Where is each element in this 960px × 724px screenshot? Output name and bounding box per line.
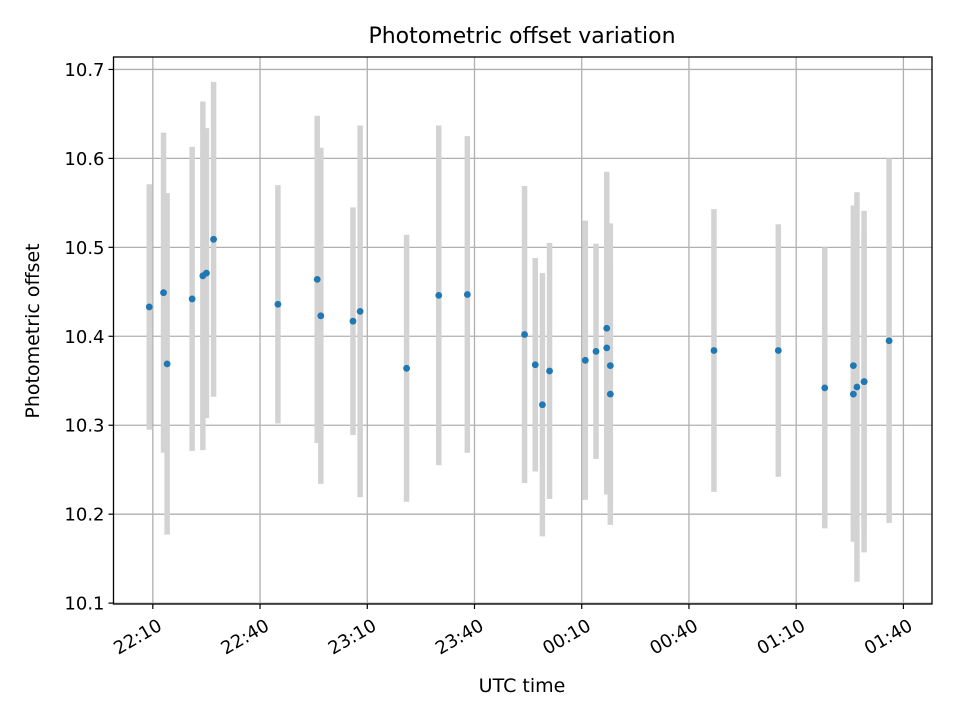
data-point bbox=[188, 295, 196, 303]
data-point bbox=[581, 356, 589, 364]
data-point bbox=[274, 300, 282, 308]
data-point bbox=[163, 360, 171, 368]
chart-title: Photometric offset variation bbox=[368, 24, 675, 49]
data-point bbox=[603, 344, 611, 352]
y-tick-label: 10.5 bbox=[64, 238, 104, 259]
data-point bbox=[606, 362, 614, 370]
data-point bbox=[435, 291, 443, 299]
data-point bbox=[349, 317, 357, 325]
data-point bbox=[849, 362, 857, 370]
y-tick-label: 10.2 bbox=[64, 505, 104, 526]
y-axis-ticks: 10.1 10.2 10.3 10.4 10.5 10.6 10.7 bbox=[64, 60, 114, 615]
y-tick-label: 10.6 bbox=[64, 149, 104, 170]
data-point bbox=[403, 364, 410, 372]
data-point bbox=[539, 401, 546, 409]
data-point bbox=[210, 235, 217, 243]
data-point bbox=[853, 383, 861, 391]
data-point bbox=[860, 378, 868, 386]
y-tick-label: 10.3 bbox=[64, 416, 104, 437]
data-point bbox=[821, 384, 829, 392]
data-point bbox=[521, 331, 528, 338]
data-point bbox=[160, 289, 167, 297]
data-point bbox=[546, 367, 553, 375]
x-axis-label: UTC time bbox=[479, 675, 566, 697]
data-point bbox=[313, 275, 321, 283]
data-point bbox=[203, 269, 210, 277]
data-points bbox=[145, 235, 893, 409]
data-point bbox=[317, 312, 325, 320]
y-axis-label: Photometric offset bbox=[22, 243, 44, 418]
data-point bbox=[356, 307, 364, 315]
data-point bbox=[463, 291, 471, 298]
y-tick-label: 10.4 bbox=[64, 327, 104, 348]
data-point bbox=[710, 347, 718, 354]
data-point bbox=[774, 347, 782, 354]
data-point bbox=[849, 390, 857, 398]
data-point bbox=[531, 361, 539, 369]
data-point bbox=[885, 337, 893, 345]
data-point bbox=[592, 348, 600, 355]
plot-frame bbox=[112, 56, 933, 605]
data-point bbox=[603, 324, 611, 332]
y-tick-label: 10.1 bbox=[64, 594, 104, 615]
data-point bbox=[606, 390, 614, 398]
y-tick-label: 10.7 bbox=[64, 60, 104, 81]
data-point bbox=[145, 303, 153, 311]
